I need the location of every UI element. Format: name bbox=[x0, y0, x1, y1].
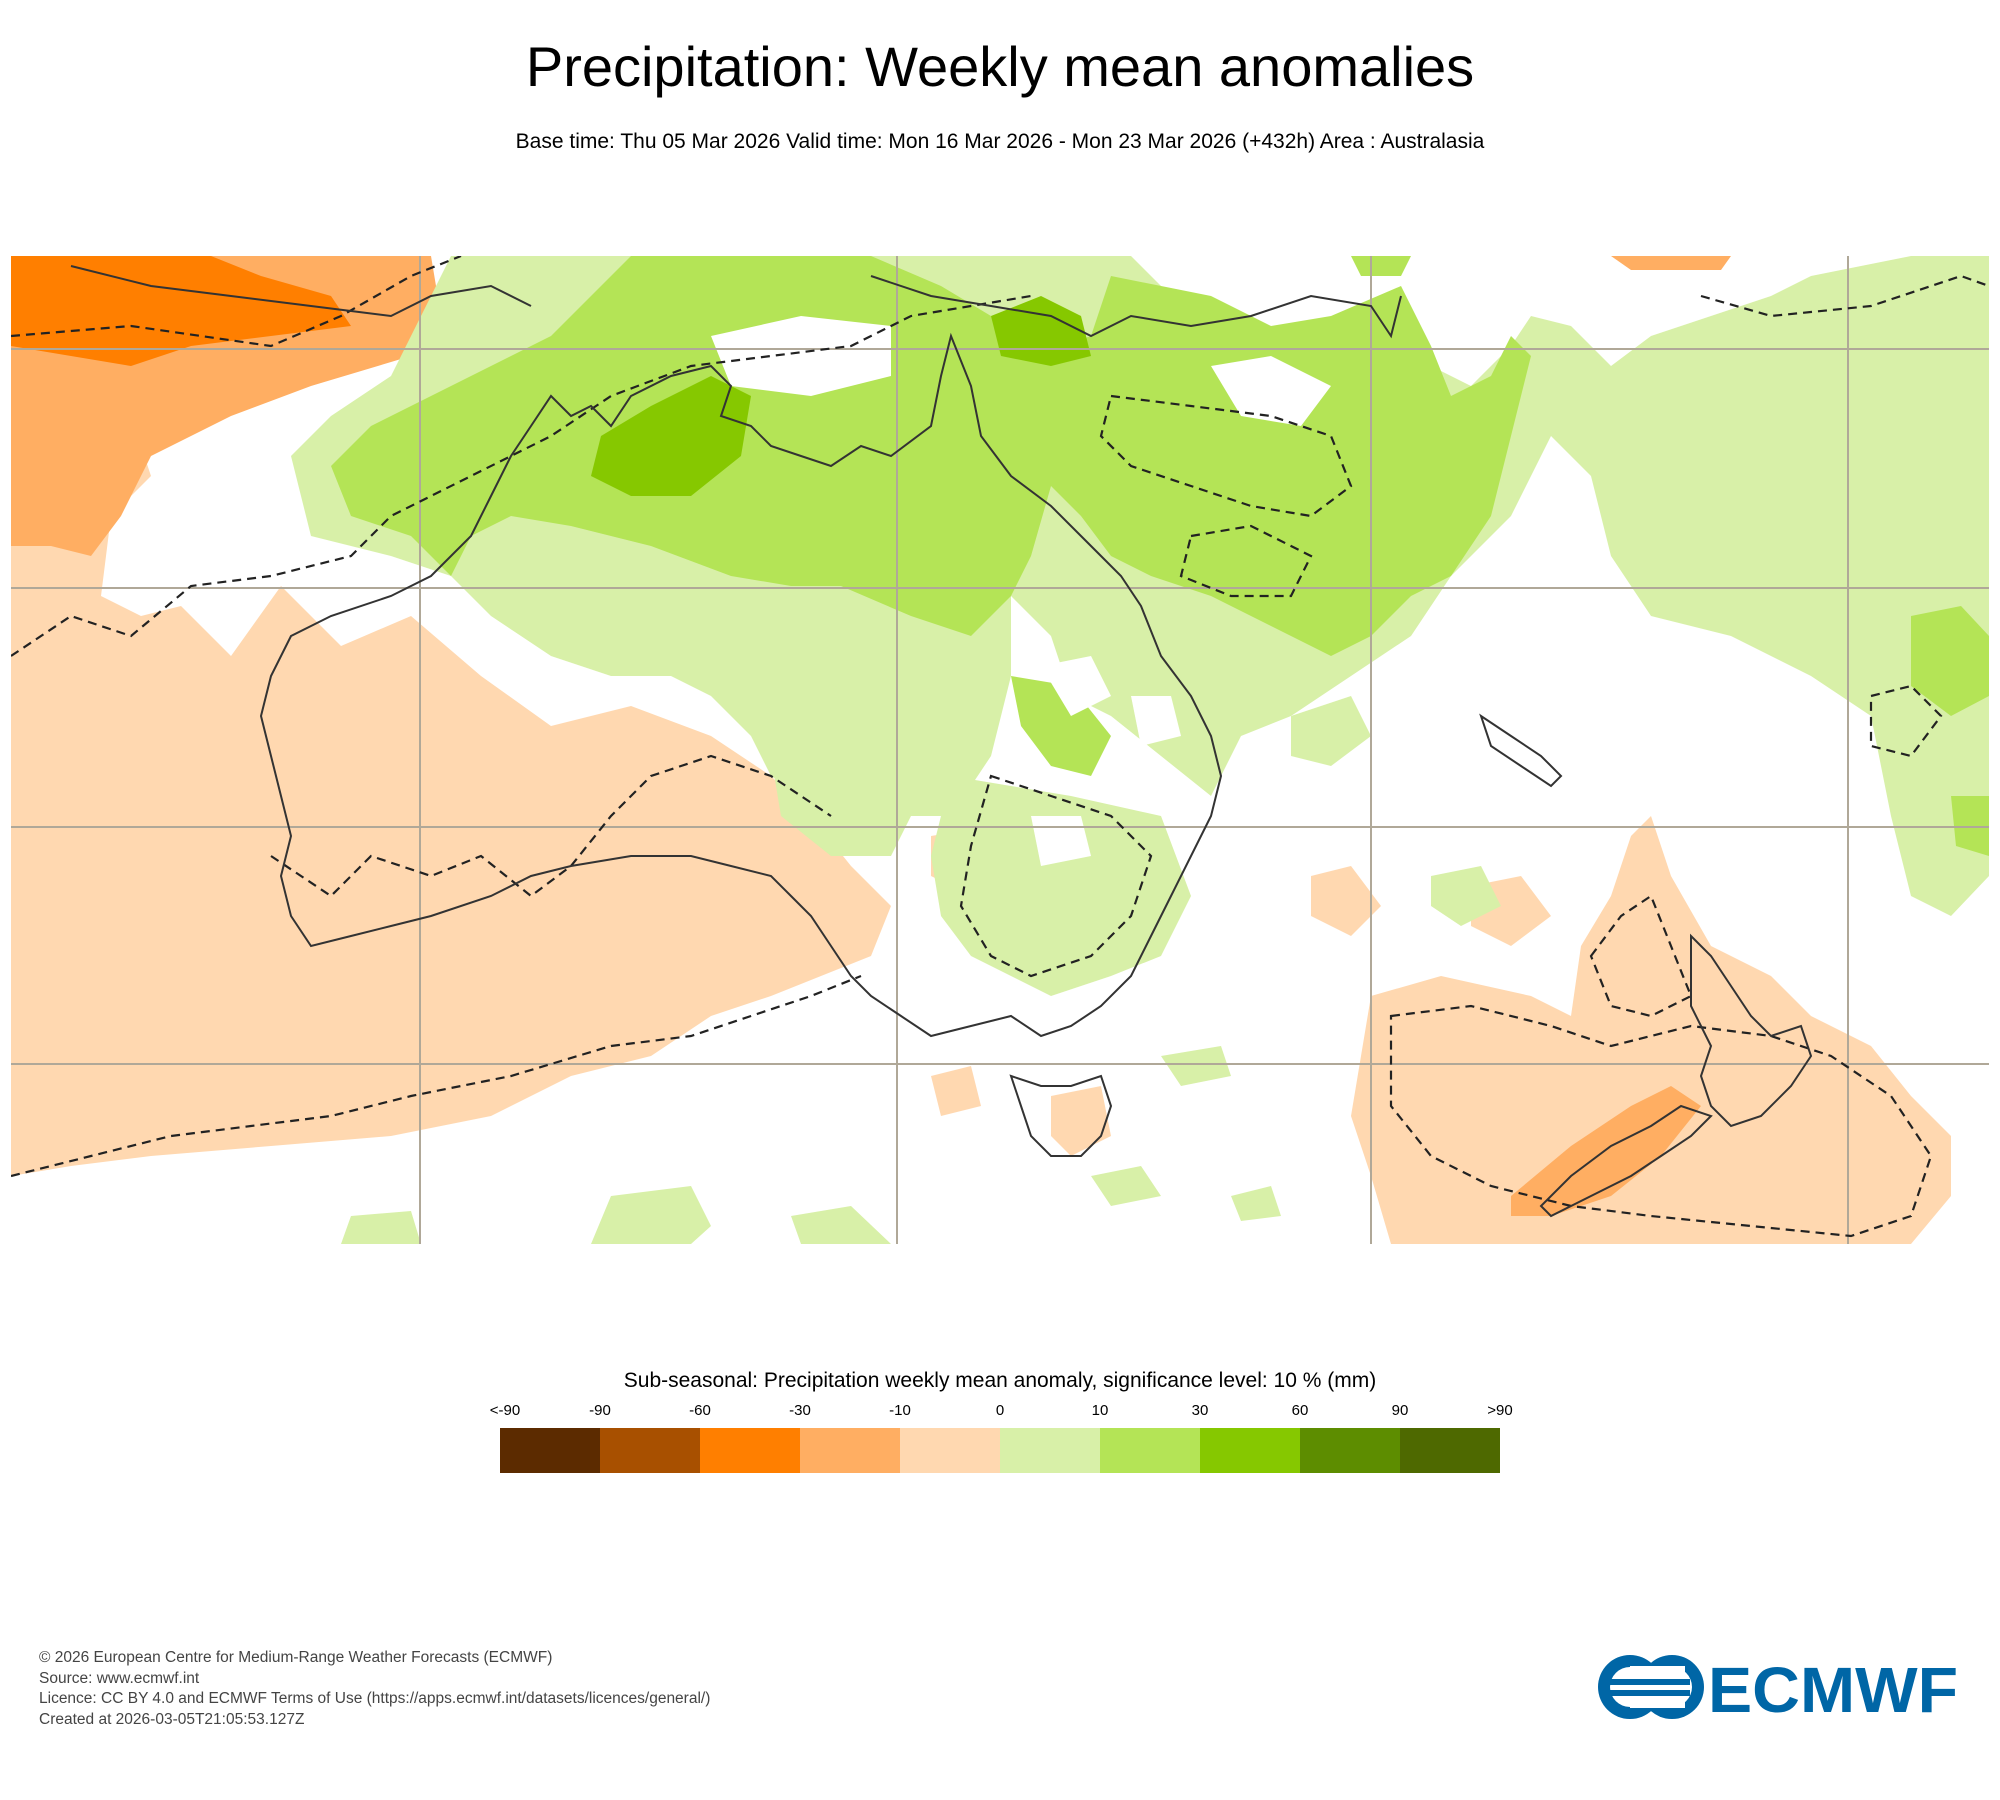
significance-contour bbox=[11, 294, 1032, 657]
anomaly-field-positive-weak bbox=[1431, 866, 1501, 926]
near-zero-area bbox=[1211, 356, 1331, 426]
significance-contour bbox=[1589, 894, 1693, 1018]
legend-tick-label: -90 bbox=[589, 1402, 611, 1419]
anomaly-field-positive-moderate bbox=[1011, 676, 1111, 776]
significance-contour bbox=[1700, 274, 1989, 318]
anomaly-field-negative-moderate bbox=[1611, 256, 1731, 270]
page-title: Precipitation: Weekly mean anomalies bbox=[525, 35, 1475, 98]
legend-tick-label: -60 bbox=[689, 1402, 711, 1419]
graticule bbox=[11, 256, 1989, 1244]
licence-line: Licence: CC BY 4.0 and ECMWF Terms of Us… bbox=[39, 1690, 711, 1707]
anomaly-field-negative-moderate bbox=[1511, 1086, 1701, 1216]
map-canvas bbox=[11, 256, 1989, 1244]
legend-tick-label: 90 bbox=[1391, 1402, 1409, 1419]
anomaly-fields-moderate-positive bbox=[331, 256, 1989, 856]
anomaly-field-negative-weak bbox=[1351, 816, 1951, 1244]
near-zero-area bbox=[1131, 696, 1181, 746]
source-line: Source: www.ecmwf.int bbox=[39, 1669, 200, 1687]
created-line: Created at 2026-03-05T21:05:53.127Z bbox=[39, 1710, 305, 1728]
coastlines bbox=[70, 265, 1813, 1218]
precipitation-anomaly-map bbox=[11, 256, 1989, 1244]
anomaly-field-positive-weak bbox=[791, 1206, 891, 1244]
significance-contour bbox=[270, 754, 832, 898]
legend-swatch bbox=[500, 1428, 600, 1473]
footer-credits: © 2026 European Centre for Medium-Range … bbox=[39, 1648, 710, 1730]
legend-swatch bbox=[1400, 1428, 1500, 1473]
near-zero-area bbox=[711, 316, 891, 396]
near-zero-area bbox=[1031, 816, 1091, 866]
near-zero-areas bbox=[711, 316, 1331, 866]
new-zealand-north-island-coastline bbox=[1690, 933, 1813, 1128]
legend-tick-label: >90 bbox=[1487, 1402, 1513, 1419]
anomaly-field-positive-weak bbox=[591, 1186, 711, 1244]
new-caledonia-coastline bbox=[1479, 713, 1563, 788]
new-zealand-south-island-coastline bbox=[1539, 1104, 1713, 1218]
legend-swatch bbox=[700, 1428, 800, 1473]
significance-contour bbox=[11, 256, 462, 348]
legend-tick-label: 10 bbox=[1091, 1402, 1109, 1419]
legend-swatch bbox=[600, 1428, 700, 1473]
anomaly-field-negative-weak bbox=[931, 1066, 981, 1116]
australia-coastline bbox=[259, 332, 1223, 1038]
ecmwf-logo-icon: ECMWF bbox=[1598, 1654, 1958, 1726]
anomaly-field-negative-weak bbox=[1051, 1086, 1111, 1156]
page-subtitle: Base time: Thu 05 Mar 2026 Valid time: M… bbox=[515, 130, 1485, 153]
legend-swatch bbox=[1300, 1428, 1400, 1473]
anomaly-fields-strong-negative bbox=[11, 256, 351, 366]
legend-tick-label: 30 bbox=[1191, 1402, 1209, 1419]
legend-tick-label: 60 bbox=[1291, 1402, 1309, 1419]
anomaly-field-positive-moderate bbox=[1351, 256, 1411, 276]
legend-tick-label: -30 bbox=[789, 1402, 811, 1419]
legend-swatch bbox=[1200, 1428, 1300, 1473]
legend-tick-label: <-90 bbox=[489, 1402, 521, 1419]
anomaly-field-positive-weak bbox=[1161, 1046, 1231, 1086]
copyright-line: © 2026 European Centre for Medium-Range … bbox=[39, 1649, 553, 1666]
anomaly-field-positive-weak bbox=[1091, 1166, 1161, 1206]
legend-tick-label: -10 bbox=[889, 1402, 911, 1419]
new-guinea-coastline bbox=[870, 275, 1402, 339]
anomaly-field-negative-weak bbox=[11, 546, 71, 686]
anomaly-field-negative-weak bbox=[301, 696, 481, 896]
legend-swatch bbox=[900, 1428, 1000, 1473]
anomaly-field-negative-strong bbox=[11, 256, 351, 366]
legend-title: Sub-seasonal: Precipitation weekly mean … bbox=[623, 1369, 1377, 1392]
significance-contour bbox=[959, 774, 1153, 978]
anomaly-field-positive-weak bbox=[1231, 1186, 1281, 1221]
indonesia-islands-coastline bbox=[70, 265, 532, 318]
significance-contour bbox=[1389, 1004, 1933, 1238]
significance-contour bbox=[1869, 684, 1943, 758]
anomaly-field-positive-moderate bbox=[1911, 606, 1989, 716]
logo-wordmark: ECMWF bbox=[1708, 1654, 1958, 1722]
significance-contour bbox=[1099, 394, 1353, 518]
anomaly-field-positive-moderate bbox=[331, 256, 1531, 656]
anomaly-field-positive-weak bbox=[1291, 696, 1371, 766]
anomaly-field-positive-weak bbox=[771, 756, 911, 856]
legend-swatch bbox=[800, 1428, 900, 1473]
color-legend bbox=[500, 1428, 1500, 1473]
anomaly-field-positive-strong bbox=[591, 376, 751, 496]
anomaly-field-negative-weak bbox=[1311, 866, 1381, 936]
legend-swatch bbox=[1000, 1428, 1100, 1473]
significance-contour bbox=[1179, 524, 1313, 598]
significance-contours bbox=[11, 256, 1989, 1238]
ecmwf-logo: ECMWF bbox=[1590, 1652, 1965, 1726]
legend-color-bar bbox=[500, 1428, 1500, 1473]
anomaly-field-positive-weak bbox=[341, 1211, 421, 1244]
legend-tick-labels: <-90 -90 -60 -30 -10 0 10 30 60 90 >90 bbox=[0, 1402, 2000, 1422]
legend-swatch bbox=[1100, 1428, 1200, 1473]
legend-tick-label: 0 bbox=[995, 1402, 1005, 1419]
tasmania-coastline bbox=[1009, 1074, 1113, 1157]
significance-contour bbox=[11, 974, 862, 1178]
anomaly-field-positive-weak bbox=[931, 776, 1191, 996]
near-zero-area bbox=[1041, 656, 1111, 716]
